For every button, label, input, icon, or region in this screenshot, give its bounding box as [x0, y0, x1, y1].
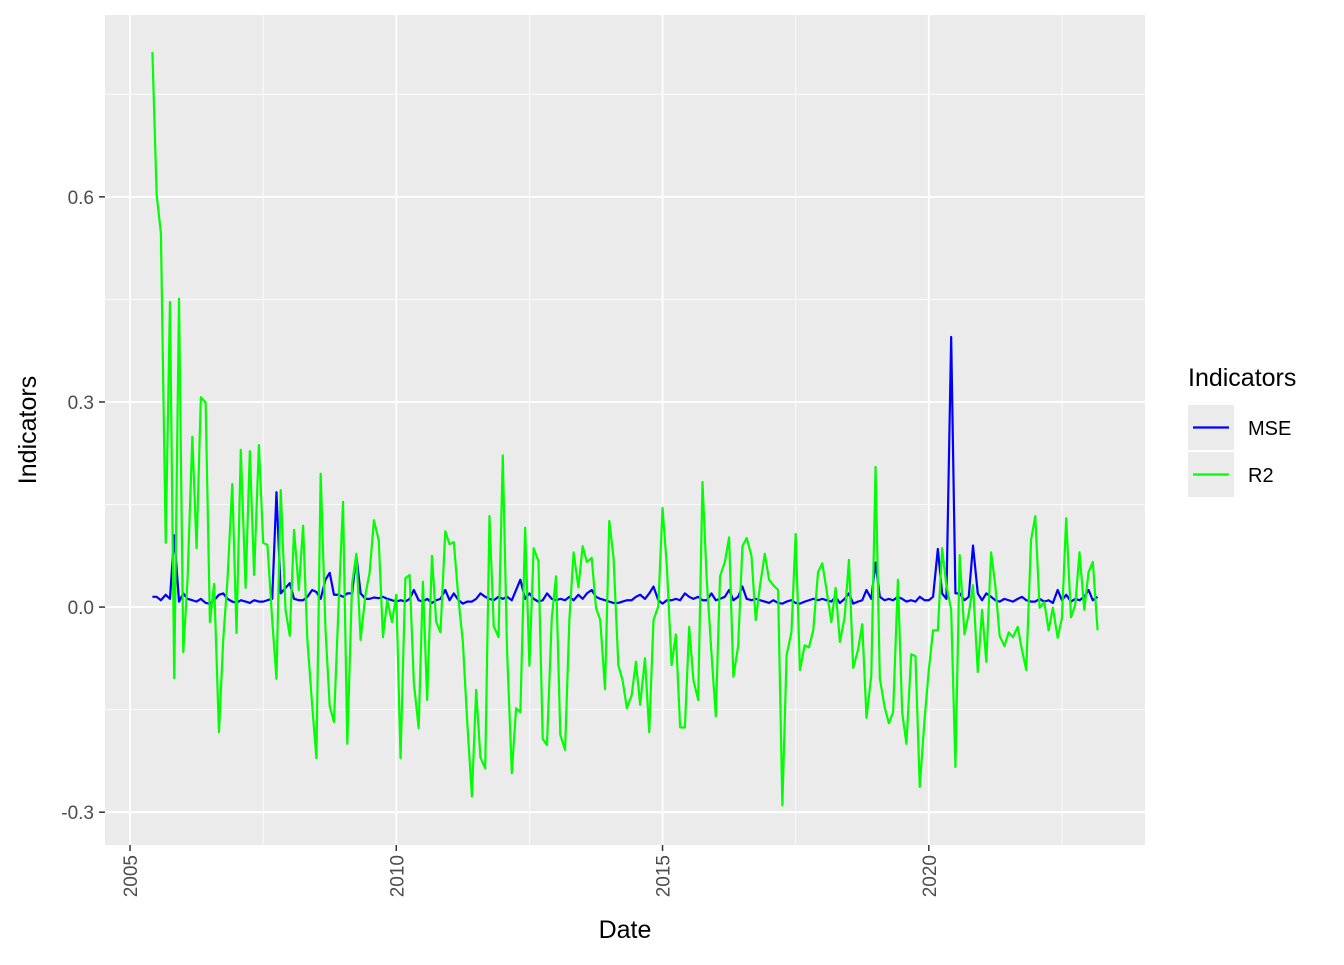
panel	[105, 15, 1145, 845]
legend-label: MSE	[1248, 418, 1291, 440]
y-axis-title: Indicators	[14, 376, 42, 484]
x-tick-label: 2015	[654, 855, 675, 897]
y-tick-label: 0.6	[68, 188, 94, 209]
plot-background	[105, 15, 1145, 845]
x-tick-label: 2005	[121, 855, 142, 897]
x-axis-title: Date	[599, 916, 652, 944]
line-series	[151, 51, 1099, 807]
y-tick-label: 0.3	[68, 393, 94, 414]
legend-label: R2	[1248, 465, 1274, 487]
y-tick-label: 0.0	[68, 598, 94, 619]
y-tick-label: -0.3	[61, 803, 94, 824]
legend-title: Indicators	[1188, 364, 1296, 392]
x-tick-label: 2010	[387, 855, 408, 897]
legend: Indicators MSE R2	[1188, 364, 1296, 497]
x-tick-label: 2020	[920, 855, 941, 897]
